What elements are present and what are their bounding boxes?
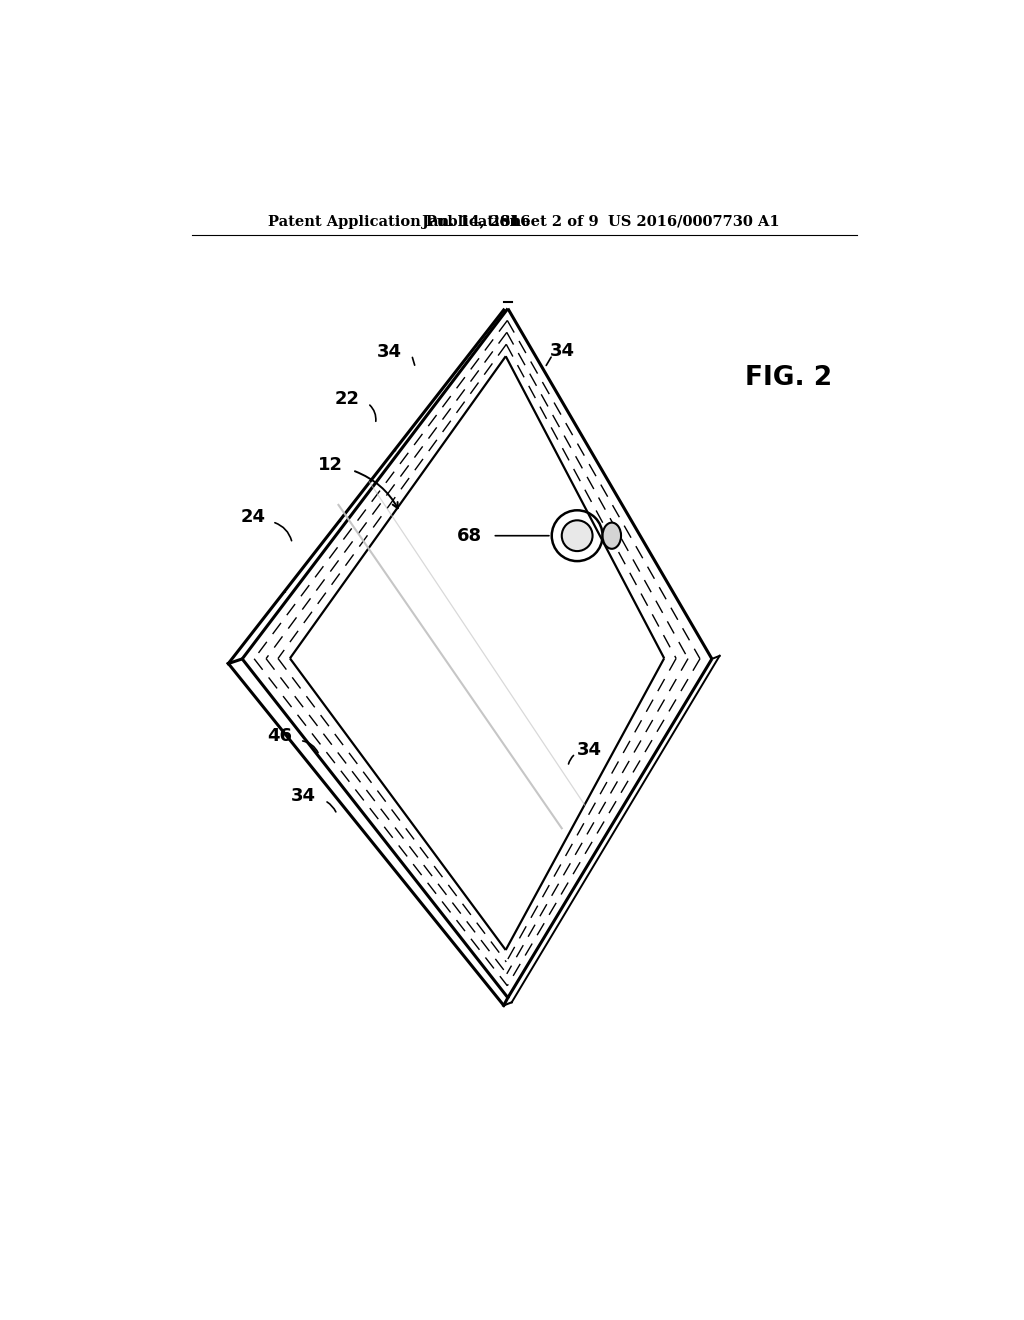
Text: Jan. 14, 2016: Jan. 14, 2016 [422,215,530,228]
Text: 24: 24 [241,508,265,527]
Text: US 2016/0007730 A1: US 2016/0007730 A1 [608,215,779,228]
Text: 34: 34 [377,343,401,362]
Text: 34: 34 [550,342,575,360]
Text: 46: 46 [267,727,292,744]
Ellipse shape [602,523,621,549]
Text: Patent Application Publication: Patent Application Publication [267,215,519,228]
Text: FIG. 2: FIG. 2 [745,364,833,391]
Text: 12: 12 [318,455,343,474]
Text: 22: 22 [335,389,360,408]
Text: Sheet 2 of 9: Sheet 2 of 9 [500,215,599,228]
Text: 68: 68 [457,527,481,545]
Circle shape [562,520,593,552]
Text: 34: 34 [578,741,602,759]
Text: 34: 34 [291,787,315,805]
